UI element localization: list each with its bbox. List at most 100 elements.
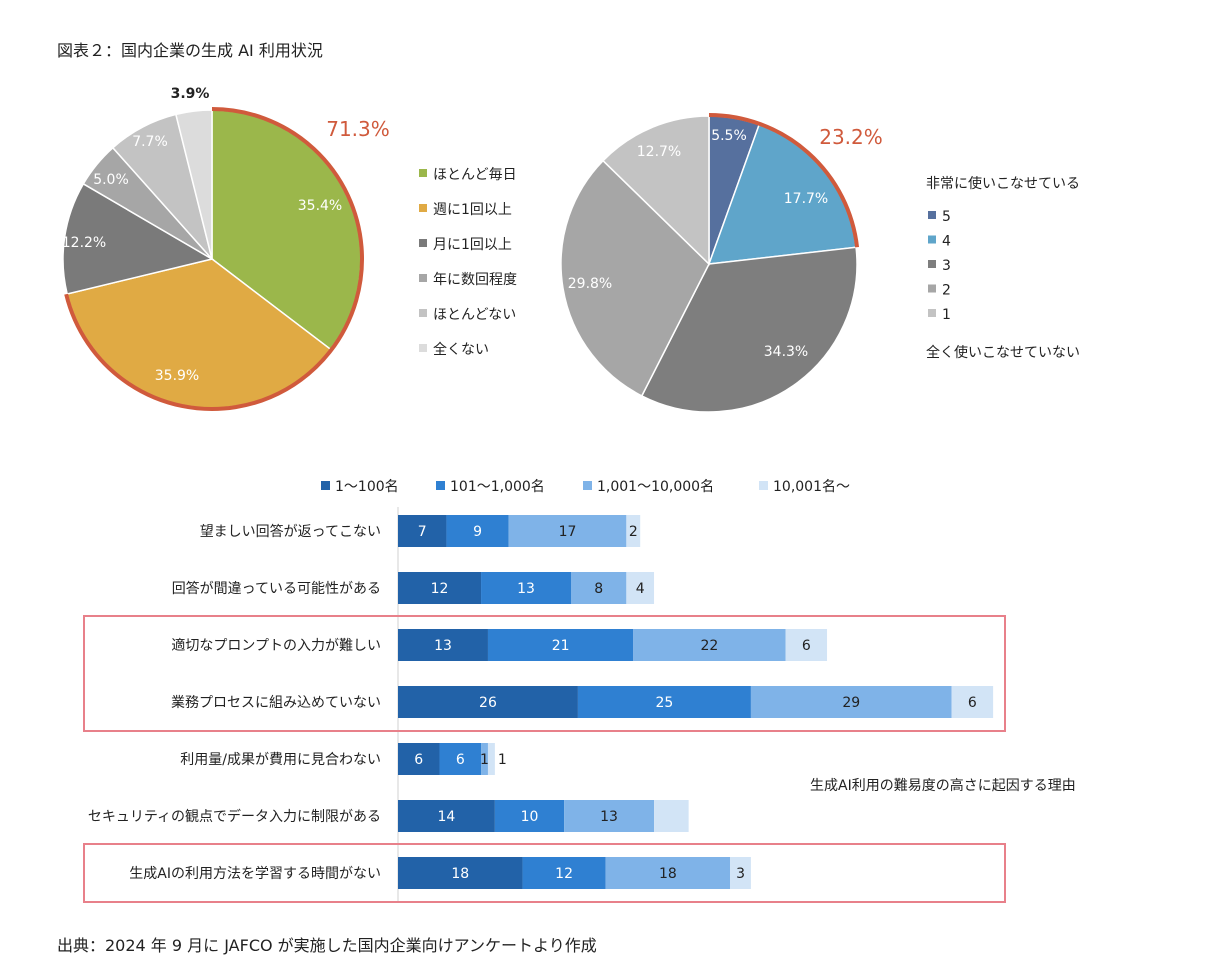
bar-segment [481,572,571,604]
bar-segment [398,743,440,775]
bar-segment [398,800,495,832]
bar-segment [626,515,641,547]
legend-label: 週に1回以上 [433,202,512,218]
bar-value-label: 26 [479,695,497,711]
legend-swatch [583,481,592,490]
bar-value-label: 12 [555,866,573,882]
pie-slice [640,246,858,413]
legend-swatch [436,481,445,490]
legend-swatch [321,481,330,490]
slice-label: 12.2% [62,235,106,251]
bar-value-label: 13 [600,809,618,825]
slice-label: 29.8% [568,276,612,292]
category-label: 業務プロセスに組み込めていない [171,695,381,711]
pie-slice [560,159,710,397]
pie-slice [174,109,213,260]
bar-value-label: 25 [656,695,674,711]
legend-swatch [928,211,936,219]
bar-segment [398,857,523,889]
bar-segment [750,686,952,718]
category-label: 適切なプロンプトの入力が難しい [171,637,381,654]
category-label: 回答が間違っている可能性がある [172,580,381,597]
bar-value-label: 9 [473,524,482,540]
legend-label: 101～1,000名 [450,479,545,495]
legend-label: 月に1回以上 [433,237,512,253]
bar-value-label: 6 [802,638,811,654]
bar-value-label: 13 [517,581,535,597]
bar-value-label: 22 [700,638,718,654]
legend-label: ほとんどない [433,307,516,323]
legend-swatch [928,235,936,244]
legend-label: 1～100名 [335,479,399,495]
usage-frequency-pie-chart: 35.4% 35.9% 12.2% 5.0% 7.7% 3.9% 71.3% ほとんど毎日週に… [62,86,517,411]
bar-value-label: 6 [968,695,977,711]
bar-segment [605,857,731,889]
bar-value-label: 14 [438,809,456,825]
bar-value-label: 12 [431,581,449,597]
bar-value-label: 10 [521,809,539,825]
legend-swatch [419,309,427,317]
highlight-arc [64,107,364,411]
bar-segment [577,686,751,718]
bar-value-label: 13 [434,638,452,654]
bar-segment [398,572,482,604]
bar-segment [633,629,786,661]
legend-swatch [419,344,427,352]
legend-label: 3 [942,258,951,274]
bar-segment [508,515,627,547]
category-label: セキュリティの観点でデータ入力に制限がある [88,808,381,825]
bar-value-label: 2 [629,524,638,540]
legend-swatch [928,284,936,293]
legend-swatch [419,169,427,177]
bar-segment [487,743,495,775]
legend-title-bottom: 全く使いこなせていない [926,344,1080,361]
bar-segment [487,629,634,661]
bar-segment [522,857,606,889]
slice-label: 17.7% [784,191,828,207]
slice-label: 34.3% [764,344,808,360]
figure-title: 図表２：国内企業の生成 AI 利用状況 [57,41,323,60]
legend-label: 年に数回程度 [433,272,517,288]
legend-swatch [759,481,768,490]
bar-value-label: 21 [552,638,570,654]
legend-swatch [419,204,427,212]
highlight-frame [83,843,1006,903]
bar-segment [571,572,627,604]
slice-label: 12.7% [637,144,681,160]
legend-label: 2 [942,283,951,299]
legend-label: 全くない [433,341,489,358]
bar-segment [481,743,488,775]
category-label: 利用量/成果が費用に見合わない [180,752,381,768]
bar-value-label: 29 [842,695,860,711]
category-label: 望ましい回答が返ってこない [200,523,381,540]
slice-label: 5.0% [93,172,129,188]
slice-label: 35.9% [155,368,199,384]
slice-label: 5.5% [711,128,747,144]
slice-label: 7.7% [132,134,168,150]
legend-title-top: 非常に使いこなせている [926,175,1080,192]
bar-segment [398,515,447,547]
bar-value-label: 6 [456,752,465,768]
bar-value-label: 1 [498,752,507,768]
bar-segment [564,800,655,832]
category-label: 生成AIの利用方法を学習する時間がない [129,866,381,882]
highlight-frame [83,615,1006,732]
slice-label: 35.4% [298,198,342,214]
bar-segment [785,629,828,661]
bar-value-label: 1 [480,752,489,768]
bar-segment [439,743,482,775]
bar-segment [951,686,994,718]
bar-segment [626,572,655,604]
legend-label: 5 [942,209,951,225]
bar-segment [494,800,565,832]
legend-swatch [419,274,427,282]
legend-swatch [928,260,936,268]
bar-segment [654,800,689,832]
highlight-label: 23.2% [819,125,883,149]
bar-segment [398,686,578,718]
pie-slice [62,182,214,295]
legend-label: 1,001～10,000名 [597,479,714,495]
highlight-arc [708,113,860,248]
bar-segment [730,857,751,889]
